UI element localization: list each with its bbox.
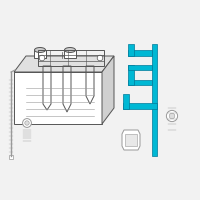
Circle shape: [169, 113, 175, 119]
Bar: [123, 94, 129, 109]
Bar: [123, 103, 157, 109]
Polygon shape: [14, 56, 114, 72]
Polygon shape: [102, 56, 114, 124]
Circle shape: [25, 121, 29, 125]
Bar: [14, 72, 102, 124]
Bar: [128, 80, 152, 85]
Circle shape: [97, 55, 103, 61]
Bar: [38, 50, 104, 66]
Circle shape: [39, 55, 45, 61]
Circle shape: [23, 119, 31, 127]
Bar: [128, 65, 152, 70]
Bar: [128, 44, 134, 56]
Circle shape: [166, 110, 178, 122]
Bar: [152, 44, 157, 156]
Polygon shape: [122, 130, 140, 150]
Bar: [128, 65, 134, 85]
Bar: [125, 134, 137, 146]
Bar: [34, 50, 46, 58]
Bar: [128, 50, 152, 56]
Ellipse shape: [35, 47, 46, 52]
Ellipse shape: [64, 47, 76, 52]
Bar: [9, 155, 13, 159]
Bar: [64, 50, 76, 58]
